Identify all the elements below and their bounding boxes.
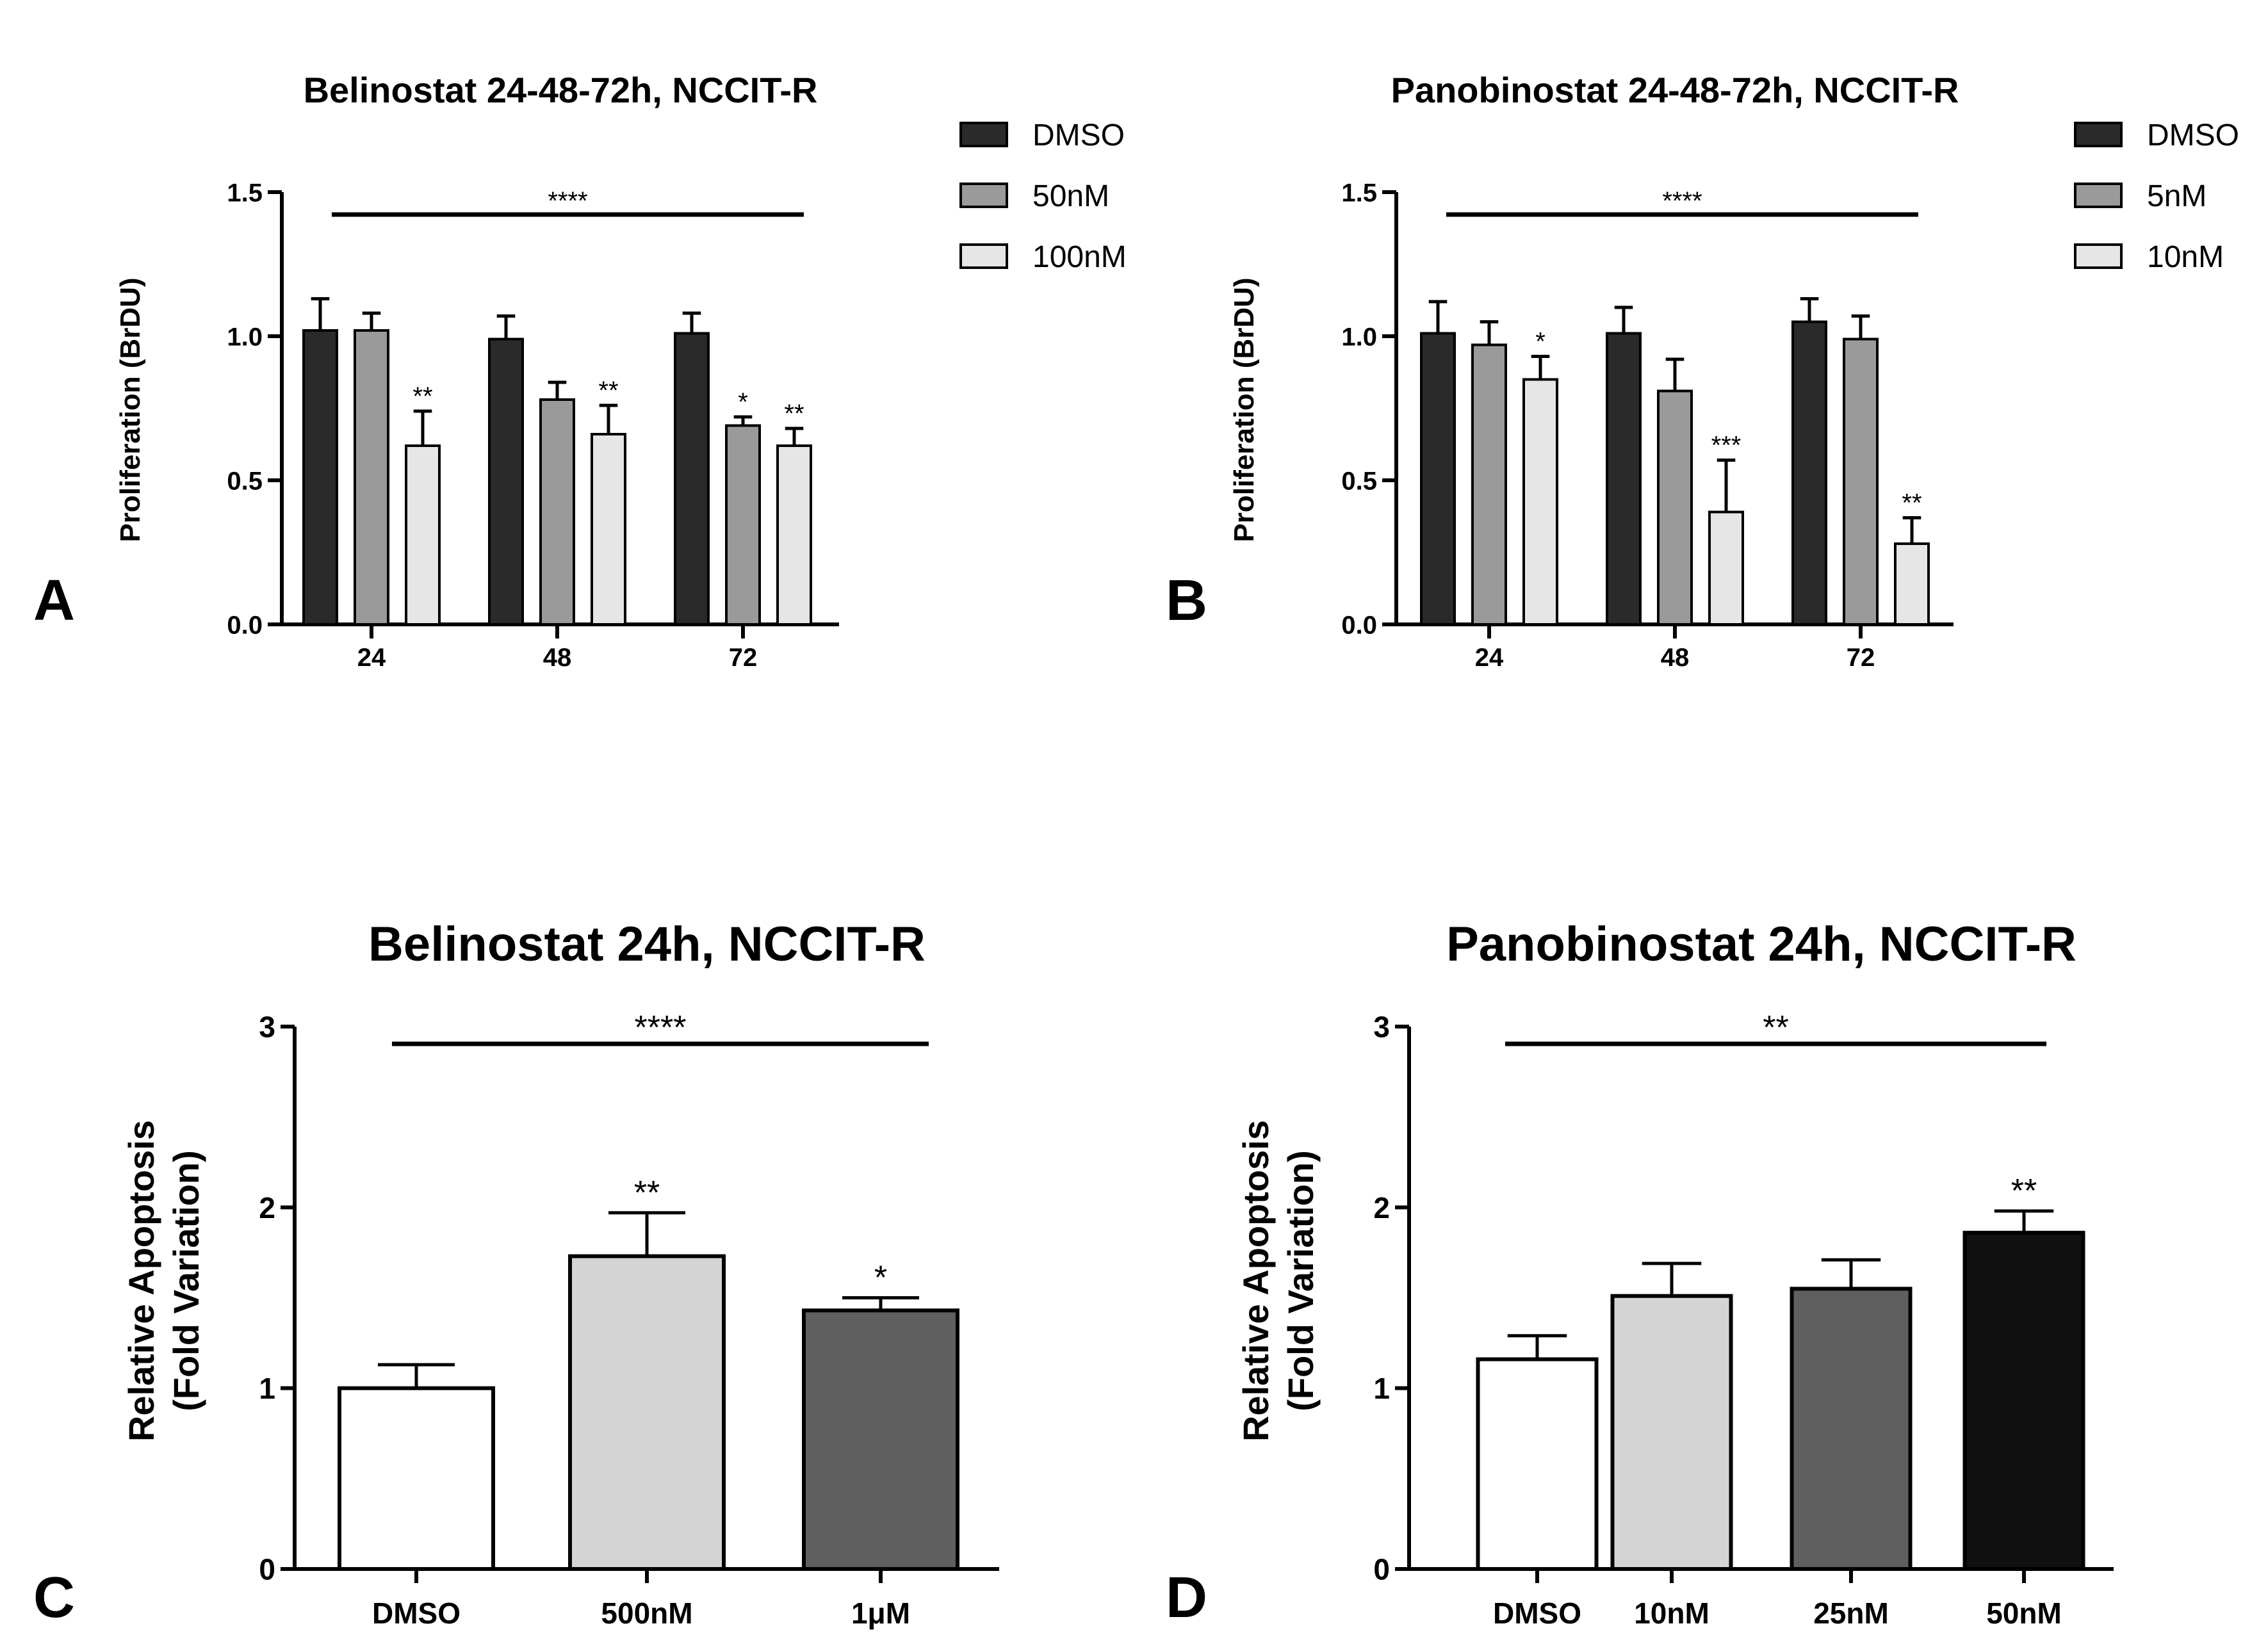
- y-tick-label: 0.0: [227, 611, 263, 639]
- y-tick-label: 0.5: [1341, 467, 1377, 495]
- bar: [1471, 343, 1507, 626]
- y-tick-label: 2: [259, 1191, 275, 1224]
- y-tick-label: 3: [1373, 1011, 1390, 1044]
- significance-label: ***: [1711, 432, 1742, 460]
- panel-letter: A: [33, 569, 75, 633]
- y-tick-label: 0: [259, 1553, 275, 1586]
- y-tick-label: 1.5: [227, 179, 263, 207]
- y-tick-label: 0.5: [227, 467, 263, 495]
- bar: [725, 424, 761, 626]
- legend-swatch: [959, 243, 1008, 269]
- panel-letter: B: [1166, 569, 1207, 633]
- bar: [1610, 1294, 1733, 1571]
- bar: [1708, 510, 1744, 626]
- y-tick-label: 1.0: [1341, 323, 1377, 351]
- panel-letter: D: [1166, 1566, 1207, 1630]
- y-tick-label: 1: [1373, 1372, 1390, 1405]
- y-tick-label: 0: [1373, 1553, 1390, 1586]
- x-tick-label: 72: [729, 644, 758, 672]
- bar: [1476, 1357, 1599, 1572]
- significance-label: **: [634, 1175, 660, 1212]
- significance-label: *: [738, 388, 748, 416]
- y-axis-label-line1: Relative Apoptosis: [1236, 1120, 1276, 1442]
- overall-significance-label: ****: [1662, 187, 1702, 215]
- legend-label: DMSO: [2147, 118, 2239, 152]
- x-tick-label: 1μM: [851, 1597, 910, 1630]
- x-tick-label: 72: [1847, 644, 1875, 672]
- x-tick-label: DMSO: [372, 1597, 461, 1630]
- legend-label: 100nM: [1032, 240, 1127, 274]
- bar: [776, 444, 812, 626]
- y-axis-label-line1: Relative Apoptosis: [121, 1120, 161, 1442]
- significance-label: *: [1535, 328, 1546, 356]
- panel-c-apoptosis-belinostat: Belinostat 24h, NCCIT-R Relative Apoptosi…: [33, 917, 999, 1630]
- x-tick-label: 50nM: [1986, 1597, 2062, 1630]
- y-axis-label-line2: (Fold Variation): [1280, 1150, 1321, 1411]
- significance-label: **: [598, 377, 618, 405]
- overall-significance-label: ****: [548, 187, 587, 215]
- legend-label: 10nM: [2147, 240, 2224, 274]
- chart-title: Panobinostat 24h, NCCIT-R: [1446, 917, 2076, 971]
- panel-d-apoptosis-panobinostat: Panobinostat 24h, NCCIT-R Relative Apopto…: [1166, 917, 2114, 1630]
- legend-label: 5nM: [2147, 179, 2207, 213]
- bar: [302, 329, 338, 626]
- y-axis-label: Proliferation (BrDU): [115, 277, 146, 542]
- x-tick-label: 500nM: [601, 1597, 692, 1630]
- significance-label: **: [1902, 489, 1921, 517]
- panel-letter: C: [33, 1566, 75, 1630]
- panel-b-proliferation-panobinostat: Panobinostat 24-48-72h, NCCIT-R Prolifera…: [1166, 70, 2239, 672]
- bar: [568, 1254, 726, 1572]
- legend-swatch: [2074, 122, 2123, 147]
- bar: [405, 444, 441, 626]
- overall-significance-label: ****: [635, 1009, 687, 1046]
- bar: [1657, 389, 1693, 626]
- y-tick-label: 1: [259, 1372, 275, 1405]
- significance-label: **: [2011, 1173, 2037, 1210]
- bar: [1606, 332, 1642, 626]
- bar: [1791, 320, 1827, 626]
- significance-label: **: [784, 400, 804, 428]
- legend-swatch: [959, 122, 1008, 147]
- bar: [802, 1308, 959, 1571]
- significance-label: *: [874, 1260, 887, 1297]
- panel-a-proliferation-belinostat: Belinostat 24-48-72h, NCCIT-R Proliferati…: [33, 70, 1127, 672]
- bar: [1522, 378, 1558, 626]
- chart-title: Panobinostat 24-48-72h, NCCIT-R: [1391, 70, 1959, 110]
- y-tick-label: 0.0: [1341, 611, 1377, 639]
- bar: [1843, 337, 1879, 626]
- legend-swatch: [2074, 243, 2123, 269]
- bar: [488, 337, 524, 626]
- bar: [1790, 1287, 1913, 1571]
- x-tick-label: 48: [543, 644, 572, 672]
- x-tick-label: 48: [1661, 644, 1690, 672]
- x-tick-label: 10nM: [1634, 1597, 1709, 1630]
- legend-swatch: [959, 183, 1008, 208]
- x-tick-label: 25nM: [1813, 1597, 1889, 1630]
- y-tick-label: 1.5: [1341, 179, 1377, 207]
- bar: [354, 329, 389, 626]
- bar: [1420, 332, 1456, 626]
- bar: [674, 332, 710, 626]
- y-axis-label: Proliferation (BrDU): [1228, 277, 1260, 542]
- legend-swatch: [2074, 183, 2123, 208]
- chart-title: Belinostat 24h, NCCIT-R: [368, 917, 926, 971]
- x-tick-label: 24: [357, 644, 386, 672]
- legend-label: DMSO: [1032, 118, 1125, 152]
- overall-significance-label: **: [1763, 1009, 1788, 1046]
- bar: [591, 433, 626, 626]
- x-tick-label: DMSO: [1493, 1597, 1581, 1630]
- bar: [338, 1386, 495, 1572]
- x-tick-label: 24: [1475, 644, 1504, 672]
- significance-label: **: [412, 382, 432, 410]
- y-tick-label: 1.0: [227, 323, 263, 351]
- legend-label: 50nM: [1032, 179, 1109, 213]
- chart-title: Belinostat 24-48-72h, NCCIT-R: [304, 70, 818, 110]
- y-tick-label: 3: [259, 1011, 275, 1044]
- bar: [539, 398, 575, 626]
- bar: [1894, 542, 1930, 626]
- y-tick-label: 2: [1373, 1191, 1390, 1224]
- y-axis-label-line2: (Fold Variation): [166, 1150, 206, 1411]
- bar: [1962, 1230, 2085, 1571]
